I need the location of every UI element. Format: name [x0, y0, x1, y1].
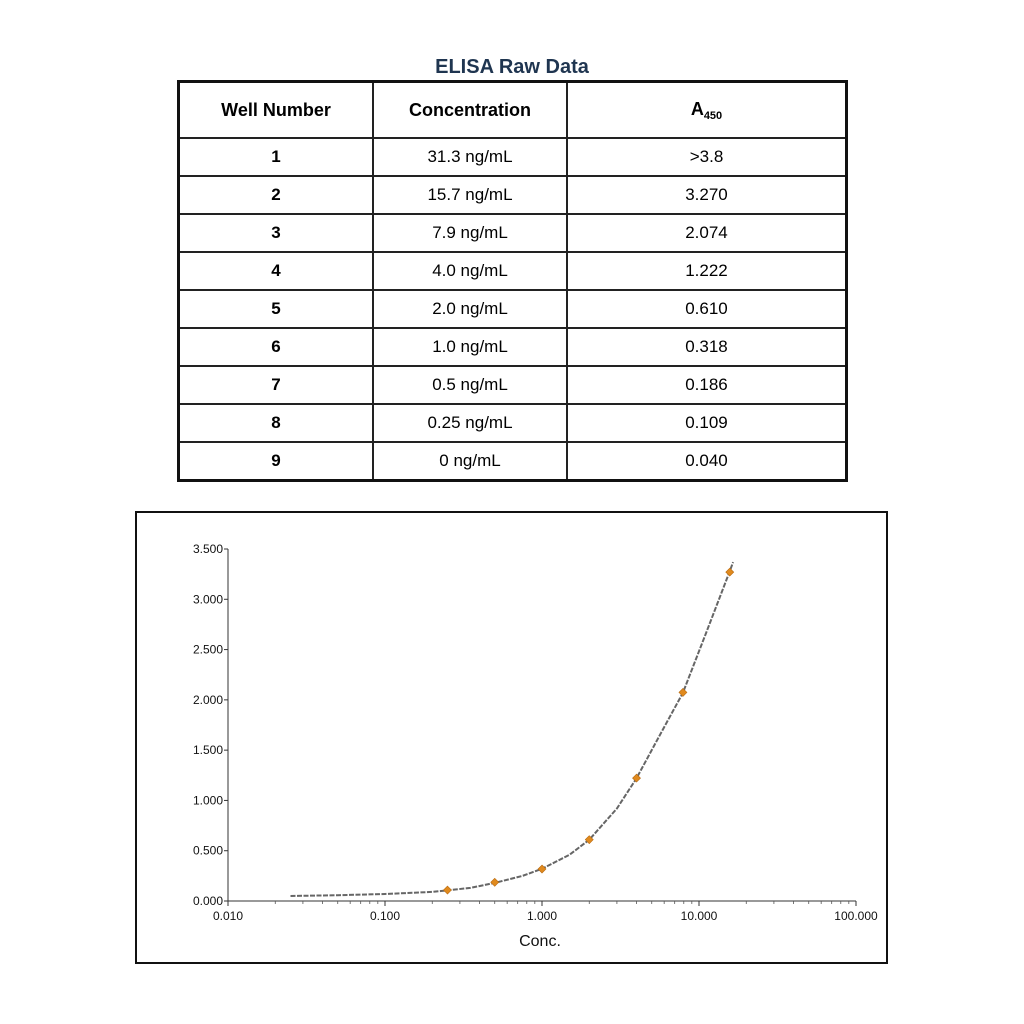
- data-point: [678, 687, 688, 697]
- y-tick-label: 1.000: [193, 793, 223, 807]
- table-row: 8 0.25 ng/mL 0.109: [177, 403, 848, 443]
- data-point: [584, 835, 594, 845]
- cell-well: 7: [177, 365, 374, 405]
- cell-absorbance: 0.109: [566, 403, 848, 443]
- cell-well: 2: [177, 175, 374, 215]
- header-absorbance-subscript: 450: [703, 109, 723, 122]
- cell-absorbance: 3.270: [566, 175, 848, 215]
- y-tick-label: 3.500: [193, 542, 223, 556]
- data-point: [443, 885, 452, 895]
- y-tick-label: 3.000: [193, 592, 223, 606]
- cell-concentration: 15.7 ng/mL: [372, 175, 568, 215]
- data-point: [490, 877, 500, 887]
- table-row: 2 15.7 ng/mL 3.270: [177, 175, 848, 215]
- table-row: 3 7.9 ng/mL 2.074: [177, 213, 848, 253]
- cell-absorbance: 0.610: [566, 289, 848, 329]
- table-row: 5 2.0 ng/mL 0.610: [177, 289, 848, 329]
- cell-concentration: 0.25 ng/mL: [372, 403, 568, 443]
- header-absorbance: A450: [566, 80, 848, 139]
- cell-well: 5: [177, 289, 374, 329]
- y-tick-label: 2.500: [193, 643, 223, 657]
- table-row: 7 0.5 ng/mL 0.186: [177, 365, 848, 405]
- cell-absorbance: 1.222: [566, 251, 848, 291]
- cell-concentration: 31.3 ng/mL: [372, 137, 568, 177]
- table-row: 6 1.0 ng/mL 0.318: [177, 327, 848, 367]
- cell-well: 6: [177, 327, 374, 367]
- cell-concentration: 0.5 ng/mL: [372, 365, 568, 405]
- cell-absorbance: 2.074: [566, 213, 848, 253]
- table-header-row: Well Number Concentration A450: [177, 80, 848, 139]
- x-tick-label: 100.000: [834, 909, 878, 923]
- x-tick-label: 1.000: [527, 909, 557, 923]
- header-well-number: Well Number: [177, 80, 374, 139]
- cell-concentration: 0 ng/mL: [372, 441, 568, 482]
- cell-well: 8: [177, 403, 374, 443]
- y-tick-label: 0.500: [193, 844, 223, 858]
- x-tick-label: 10.000: [681, 909, 718, 923]
- data-point: [537, 864, 547, 874]
- cell-well: 4: [177, 251, 374, 291]
- table-row: 1 31.3 ng/mL >3.8: [177, 137, 848, 177]
- x-tick-label: 0.010: [213, 909, 243, 923]
- elisa-data-table: Well Number Concentration A450 1 31.3 ng/…: [177, 80, 848, 482]
- y-tick-label: 1.500: [193, 743, 223, 757]
- table-row: 4 4.0 ng/mL 1.222: [177, 251, 848, 291]
- table-title: ELISA Raw Data: [435, 56, 589, 78]
- cell-concentration: 1.0 ng/mL: [372, 327, 568, 367]
- data-point: [725, 567, 735, 577]
- standard-curve-chart: 0.000 0.500 1.000 1.500 2.000 2.500 3.000 3.500…: [135, 511, 888, 964]
- y-tick-label: 0.000: [193, 894, 223, 908]
- x-tick-label: 0.100: [370, 909, 400, 923]
- chart-svg: 0.000 0.500 1.000 1.500 2.000 2.500 3.000 3.500…: [193, 542, 878, 950]
- cell-well: 3: [177, 213, 374, 253]
- y-tick-label: 2.000: [193, 693, 223, 707]
- cell-concentration: 4.0 ng/mL: [372, 251, 568, 291]
- header-absorbance-main: A: [690, 98, 704, 119]
- cell-concentration: 2.0 ng/mL: [372, 289, 568, 329]
- data-point: [632, 773, 641, 783]
- cell-well: 9: [177, 441, 374, 482]
- cell-concentration: 7.9 ng/mL: [372, 213, 568, 253]
- header-concentration: Concentration: [372, 80, 568, 139]
- x-axis-label: Conc.: [519, 933, 561, 950]
- cell-absorbance: 0.186: [566, 365, 848, 405]
- cell-well: 1: [177, 137, 374, 177]
- fit-curve-line: [290, 561, 735, 897]
- cell-absorbance: 0.040: [566, 441, 848, 482]
- cell-absorbance: >3.8: [566, 137, 848, 177]
- cell-absorbance: 0.318: [566, 327, 848, 367]
